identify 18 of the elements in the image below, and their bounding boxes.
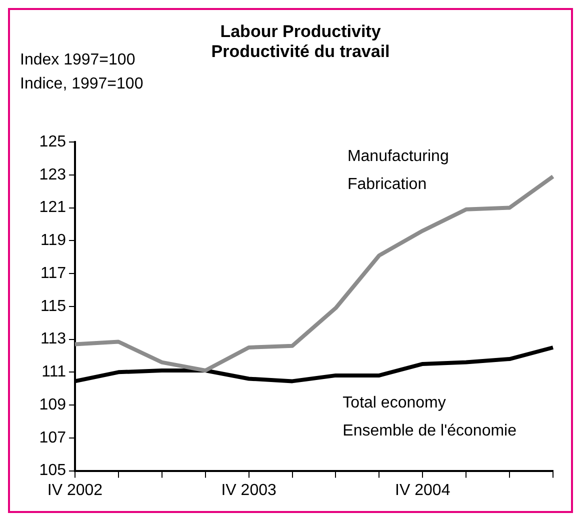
y-tick-label: 113 [40, 330, 66, 348]
y-tick-label: 111 [42, 364, 66, 381]
y-tick-label: 105 [39, 462, 66, 480]
y-tick-label: 109 [39, 396, 66, 414]
y-tick-label: 117 [40, 264, 66, 282]
chart-title: Labour Productivity Productivité du travail [211, 22, 390, 62]
y-axis-title: Index 1997=100 Indice, 1997=100 [20, 51, 144, 92]
x-tick-label: IV 2004 [395, 482, 450, 499]
y-tick-label: 121 [39, 199, 66, 216]
y-tick-label: 119 [40, 232, 66, 250]
x-tick-label: IV 2002 [47, 482, 103, 499]
y-tick-label: 123 [39, 166, 66, 184]
x-tick-label: IV 2003 [221, 482, 276, 499]
y-tick-label: 125 [39, 133, 66, 150]
series-label: Total economy Ensemble de l'économie [342, 394, 517, 440]
series-label: Manufacturing Fabrication [347, 148, 449, 193]
y-tick-label: 115 [40, 298, 66, 315]
y-tick-label: 107 [39, 429, 66, 446]
